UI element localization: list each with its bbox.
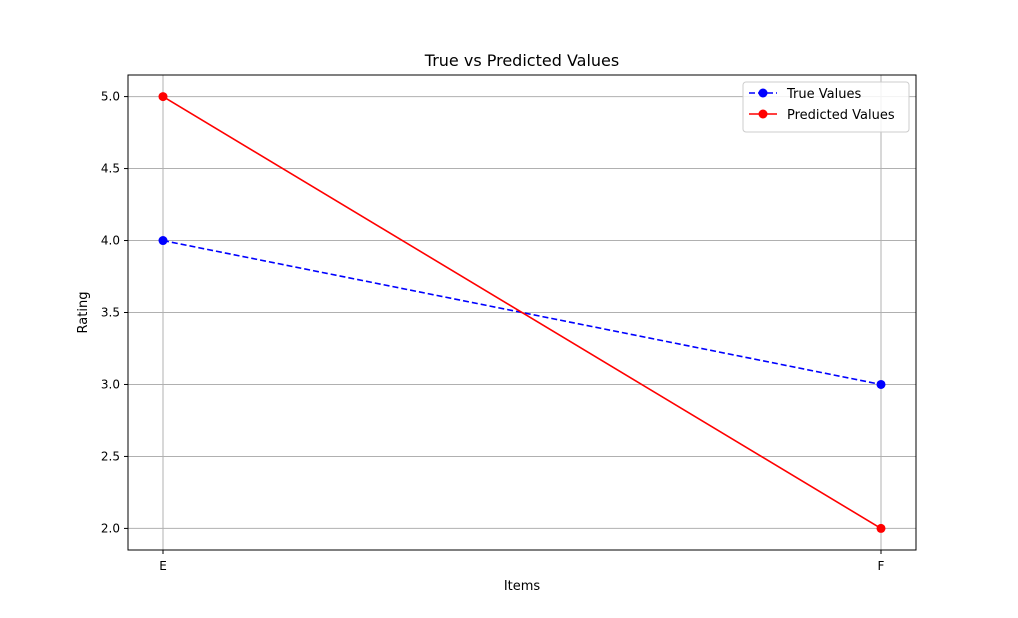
legend-label: Predicted Values	[787, 108, 895, 123]
data-point	[876, 379, 886, 389]
x-tick-label: E	[159, 559, 167, 573]
x-tick-label: F	[878, 559, 885, 573]
series-line	[162, 95, 882, 530]
y-tick-label: 5.0	[101, 90, 120, 104]
legend-marker	[758, 88, 768, 98]
y-axis-label: Rating	[76, 292, 91, 334]
y-tick-label: 3.5	[101, 306, 120, 320]
legend-box	[742, 81, 910, 133]
data-point	[158, 92, 168, 102]
series-layer	[158, 92, 886, 533]
data-point	[876, 523, 886, 533]
data-point	[158, 236, 168, 246]
chart-title: True vs Predicted Values	[424, 51, 619, 70]
y-tick-label: 4.0	[101, 234, 120, 248]
y-tick-label: 4.5	[101, 162, 120, 176]
series-line	[162, 239, 882, 386]
y-tick-label: 2.5	[101, 449, 120, 463]
grid	[128, 75, 916, 550]
y-tick-label: 3.0	[101, 377, 120, 391]
y-tick-label: 2.0	[101, 521, 120, 535]
legend: True Values Predicted Values	[742, 81, 910, 133]
legend-label: True Values	[786, 87, 861, 102]
legend-marker	[758, 109, 768, 119]
x-axis-label: Items	[504, 579, 541, 594]
ticks: 2.0 2.5 3.0 3.5 4.0 4.5 5.0 E F	[101, 90, 885, 573]
